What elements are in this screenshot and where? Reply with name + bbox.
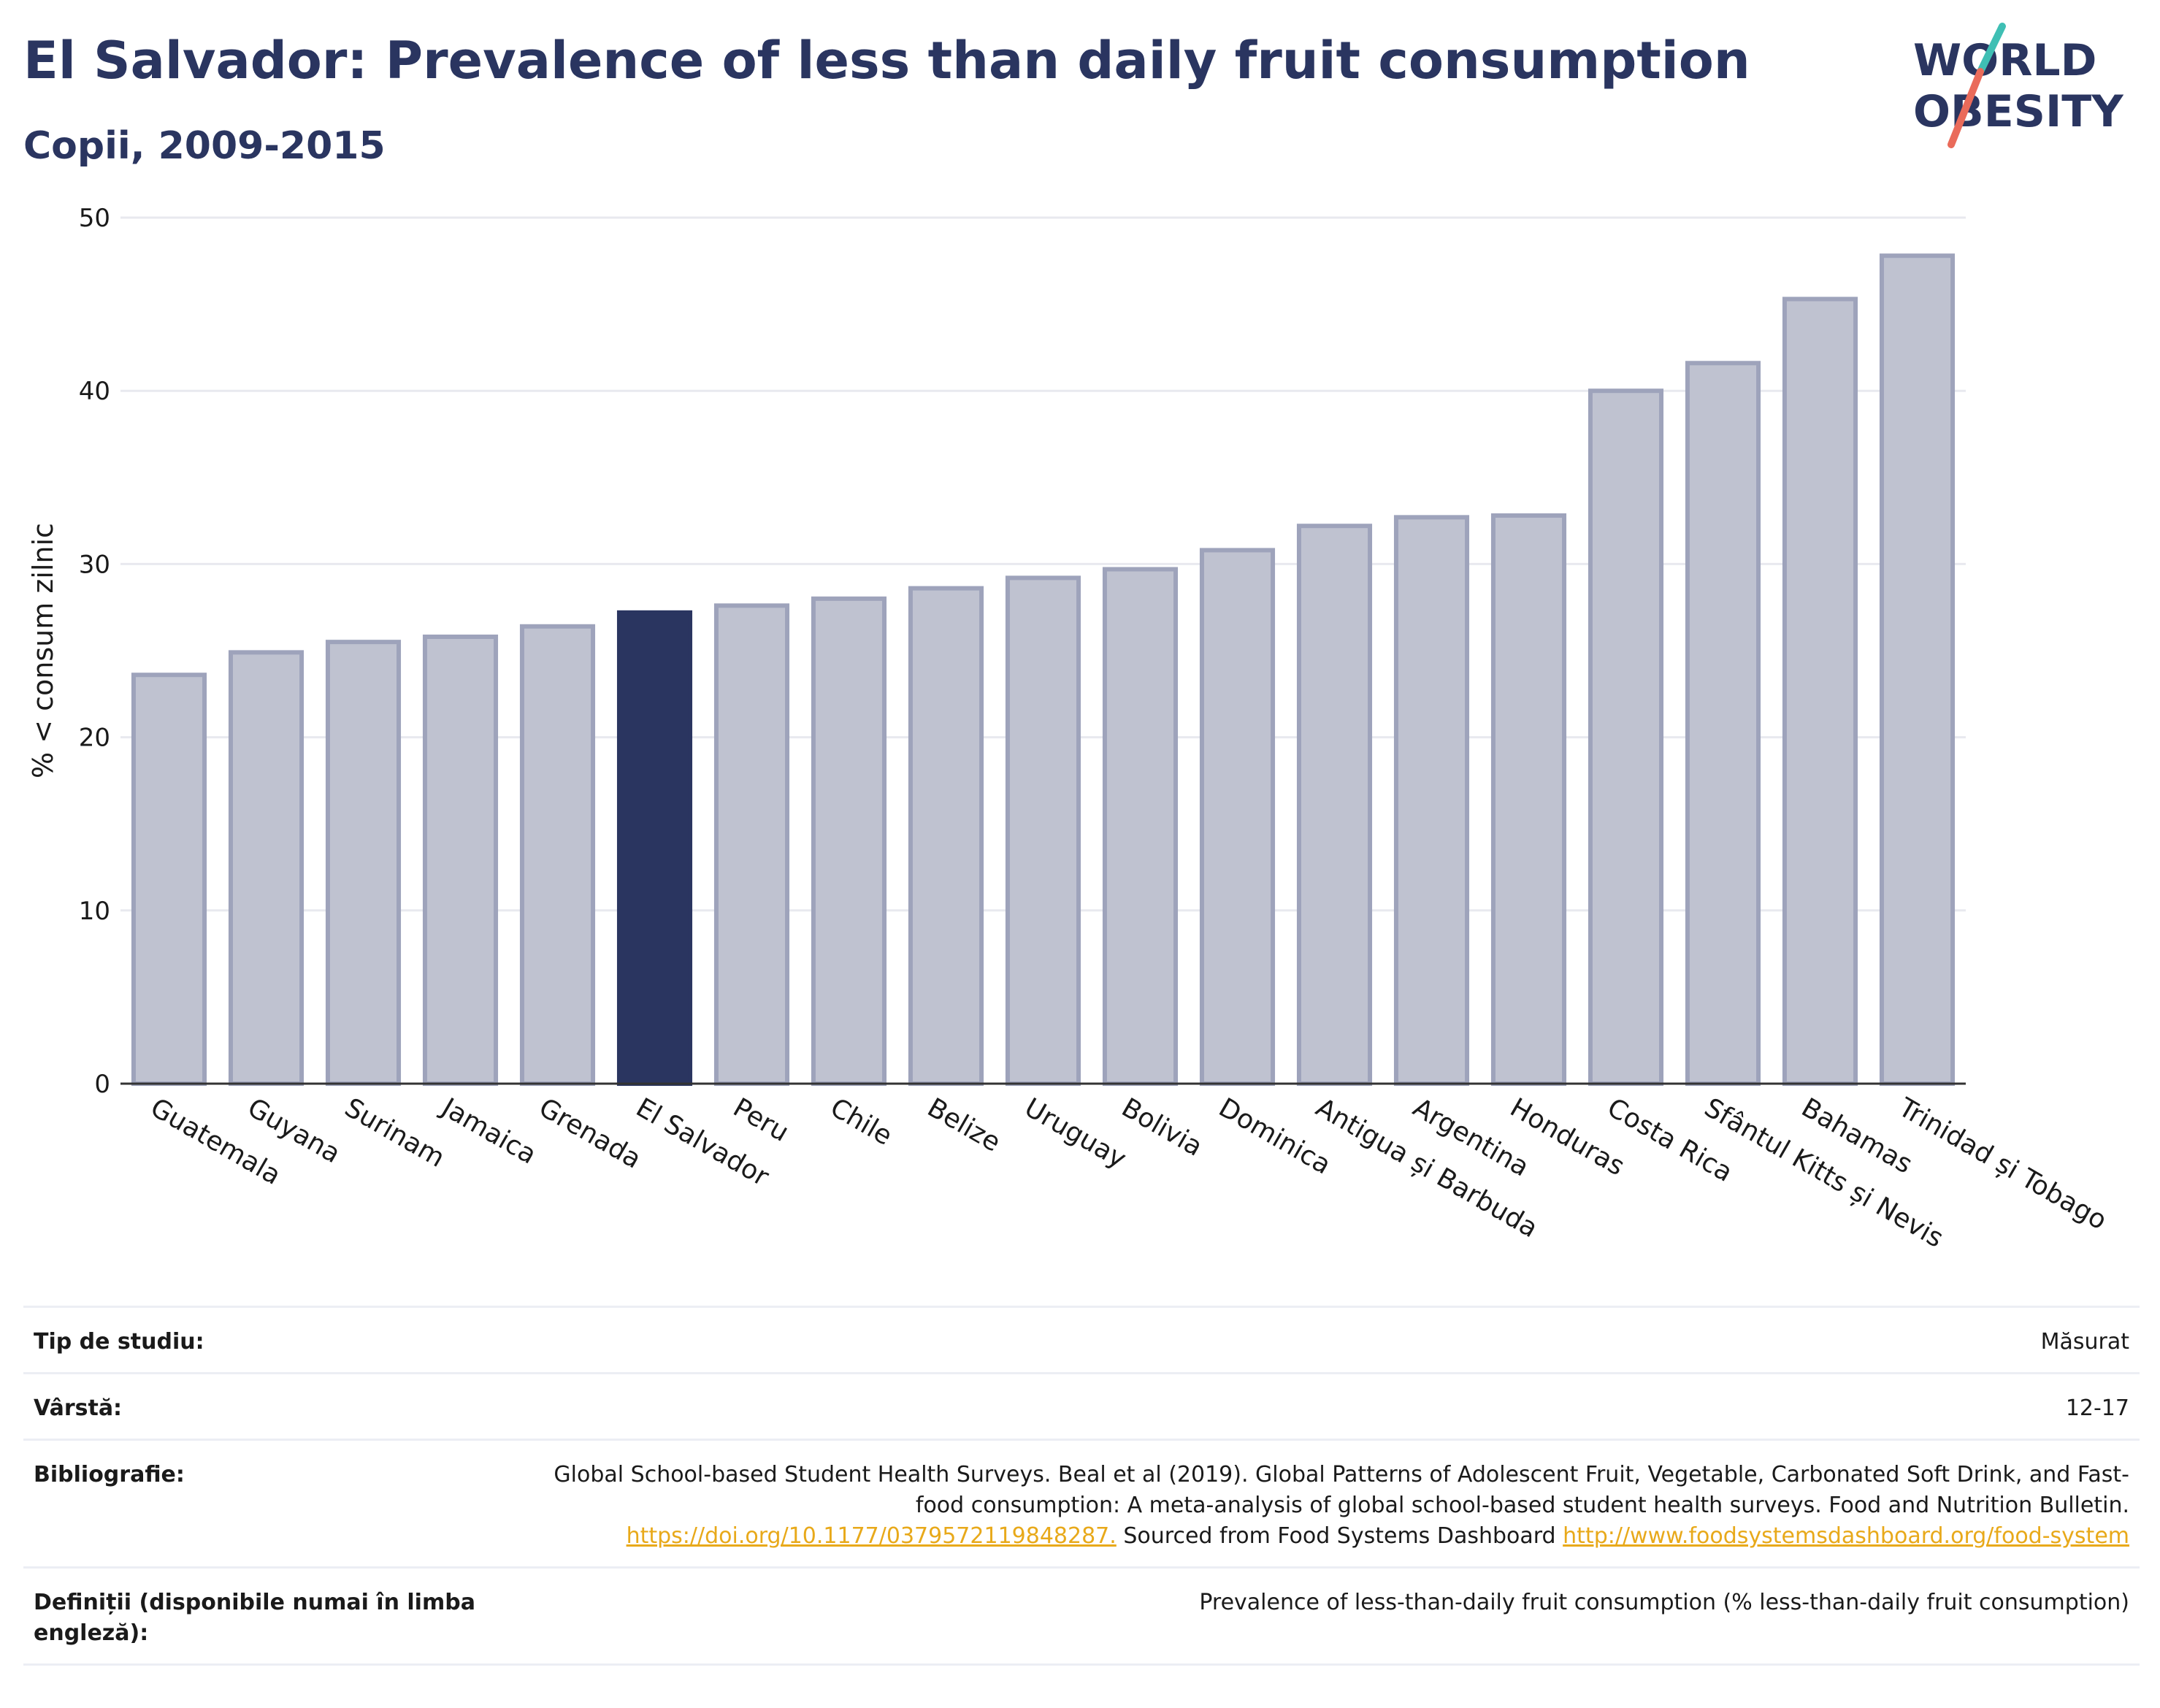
bar-costa-rica bbox=[1588, 388, 1664, 1086]
y-tick-label: 50 bbox=[79, 204, 110, 233]
age-value: 12-17 bbox=[2065, 1395, 2129, 1421]
bar-belize bbox=[908, 586, 984, 1086]
bar-bahamas bbox=[1782, 296, 1858, 1086]
definitions-value: Prevalence of less-than-daily fruit cons… bbox=[1199, 1590, 2129, 1615]
y-tick-label: 10 bbox=[79, 897, 110, 926]
bibliography-label: Bibliografie: bbox=[34, 1462, 185, 1487]
age-label: Vârstă: bbox=[34, 1395, 123, 1421]
metadata-table: Tip de studiu: Măsurat Vârstă: 12-17 Bib… bbox=[23, 1306, 2140, 1666]
definitions-label: Definiții (disponibile numai în limba en… bbox=[34, 1590, 475, 1646]
y-axis-label: % < consum zilnic bbox=[27, 523, 59, 778]
study-type-label: Tip de studiu: bbox=[34, 1329, 204, 1355]
bibliography-value: Global School-based Student Health Surve… bbox=[552, 1460, 2129, 1552]
meta-row-definitions: Definiții (disponibile numai în limba en… bbox=[23, 1566, 2140, 1666]
bars bbox=[131, 253, 1956, 1087]
bar-trinidad-și-tobago bbox=[1879, 253, 1956, 1087]
x-tick-label: Chile bbox=[825, 1092, 897, 1152]
y-tick-label: 40 bbox=[79, 377, 110, 406]
world-obesity-logo: WORLD OBESITY bbox=[1913, 23, 2124, 148]
y-tick-label: 30 bbox=[79, 550, 110, 579]
meta-row-age: Vârstă: 12-17 bbox=[23, 1372, 2140, 1439]
logo-slash-coral bbox=[1948, 68, 1984, 148]
bar-argentina bbox=[1393, 515, 1470, 1086]
logo-line-obesity: OBESITY bbox=[1913, 86, 2124, 137]
bar-chile bbox=[811, 596, 887, 1086]
doi-link[interactable]: https://doi.org/10.1177/0379572119848287… bbox=[626, 1523, 1117, 1549]
bar-sfântul-kitts-și-nevis bbox=[1685, 361, 1761, 1086]
x-tick-label: Peru bbox=[728, 1092, 794, 1148]
study-type-value: Măsurat bbox=[2040, 1329, 2129, 1355]
bar-grenada bbox=[519, 624, 596, 1086]
bar-el-salvador bbox=[616, 610, 693, 1086]
chart-subtitle: Copii, 2009-2015 bbox=[23, 124, 386, 168]
chart-title: El Salvador: Prevalence of less than dai… bbox=[23, 31, 1750, 91]
bar-dominica bbox=[1199, 548, 1276, 1086]
logo-line-world: WORLD bbox=[1913, 35, 2096, 86]
bar-guyana bbox=[228, 650, 305, 1086]
bar-chart: 0 10 20 30 40 50 GuatemalaGuyanaSurinamJamaic… bbox=[27, 204, 2112, 1254]
y-axis-ticks: 0 10 20 30 40 50 bbox=[79, 204, 110, 1099]
bar-bolivia bbox=[1102, 567, 1179, 1086]
bar-honduras bbox=[1490, 513, 1567, 1086]
bar-uruguay bbox=[1005, 575, 1081, 1086]
logo-slash-teal bbox=[1977, 23, 2006, 75]
food-systems-dashboard-link[interactable]: http://www.foodsystemsdashboard.org/food… bbox=[1563, 1523, 2129, 1549]
bibliography-source-text: Sourced from Food Systems Dashboard bbox=[1123, 1523, 1556, 1549]
x-tick-label: Grenada bbox=[534, 1092, 646, 1174]
bibliography-text: Global School-based Student Health Surve… bbox=[554, 1462, 2129, 1518]
meta-row-study-type: Tip de studiu: Măsurat bbox=[23, 1306, 2140, 1372]
bar-guatemala bbox=[131, 673, 207, 1086]
y-tick-label: 0 bbox=[94, 1070, 110, 1099]
meta-row-bibliography: Bibliografie: Global School-based Studen… bbox=[23, 1439, 2140, 1566]
x-tick-label: Bolivia bbox=[1117, 1092, 1208, 1163]
bar-surinam bbox=[325, 640, 402, 1086]
bar-jamaica bbox=[422, 635, 499, 1086]
x-tick-label: Uruguay bbox=[1019, 1092, 1131, 1174]
y-tick-label: 20 bbox=[79, 724, 110, 753]
x-tick-label: Surinam bbox=[340, 1092, 450, 1173]
bar-antigua-și-barbuda bbox=[1296, 524, 1373, 1086]
x-tick-label: Jamaica bbox=[435, 1092, 541, 1170]
bar-peru bbox=[713, 603, 790, 1086]
x-tick-label: Belize bbox=[922, 1092, 1006, 1157]
